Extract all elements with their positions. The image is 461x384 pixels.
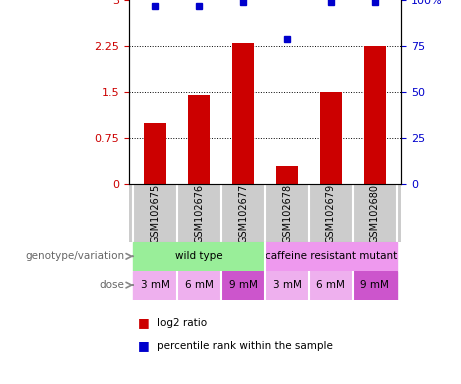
Text: 3 mM: 3 mM [141,280,170,290]
Text: GSM102677: GSM102677 [238,184,248,243]
Text: percentile rank within the sample: percentile rank within the sample [157,341,333,351]
Text: 6 mM: 6 mM [316,280,345,290]
Bar [134,242,265,271]
Bar [265,271,309,300]
Text: ■: ■ [138,339,150,352]
Bar [309,271,353,300]
Text: 9 mM: 9 mM [229,280,258,290]
Bar [364,46,386,184]
Text: wild type: wild type [176,251,223,262]
Text: GSM102679: GSM102679 [326,184,336,243]
Bar [134,271,177,300]
Bar [177,271,221,300]
Bar [144,123,166,184]
Bar [320,92,342,184]
Text: GSM102675: GSM102675 [150,184,160,243]
Text: GSM102676: GSM102676 [194,184,204,243]
Text: 9 mM: 9 mM [361,280,389,290]
Text: GSM102678: GSM102678 [282,184,292,243]
Text: log2 ratio: log2 ratio [157,318,207,328]
Text: genotype/variation: genotype/variation [25,251,124,262]
Text: dose: dose [100,280,124,290]
Bar [353,271,396,300]
Text: GSM102680: GSM102680 [370,184,380,243]
Text: 6 mM: 6 mM [185,280,214,290]
Bar [188,95,210,184]
Bar [265,242,396,271]
Bar [276,166,298,184]
Bar [221,271,265,300]
Bar [232,43,254,184]
Text: caffeine resistant mutant: caffeine resistant mutant [265,251,397,262]
Text: 3 mM: 3 mM [272,280,301,290]
Text: ■: ■ [138,316,150,329]
